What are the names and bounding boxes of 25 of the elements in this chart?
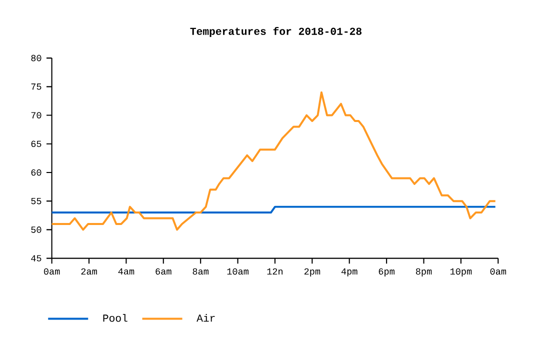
y-tick-label: 45 — [31, 255, 42, 262]
x-tick-label: 0am — [44, 268, 60, 275]
x-tick-label: 2pm — [304, 268, 320, 276]
x-tick-label: 8am — [192, 268, 208, 275]
x-tick-label: 0am — [490, 268, 506, 275]
x-tick-label: 10pm — [450, 268, 472, 276]
x-tick-label: 4am — [118, 268, 134, 275]
y-tick-label: 80 — [31, 54, 42, 62]
x-tick-label: 10am — [227, 268, 248, 275]
y-tick-label: 70 — [31, 112, 42, 118]
x-tick-label: 2am — [81, 268, 97, 275]
y-tick-label: 55 — [31, 198, 42, 204]
y-tick-label: 75 — [31, 84, 42, 90]
x-tick-label: 8pm — [416, 268, 432, 276]
x-tick-label: 12n — [267, 268, 283, 275]
legend-label: Air — [196, 314, 215, 322]
chart-title: Temperatures for 2018-01-28 — [190, 26, 362, 38]
y-tick-label: 65 — [31, 140, 42, 148]
x-tick-label: 4pm — [341, 268, 358, 276]
legend-label: Pool — [103, 314, 128, 322]
line-series — [50, 91, 496, 231]
x-tick-label: 6am — [156, 268, 172, 275]
x-tick-label: 6pm — [378, 268, 394, 276]
y-tick-label: 50 — [31, 226, 42, 233]
y-tick-label: 60 — [31, 169, 42, 176]
